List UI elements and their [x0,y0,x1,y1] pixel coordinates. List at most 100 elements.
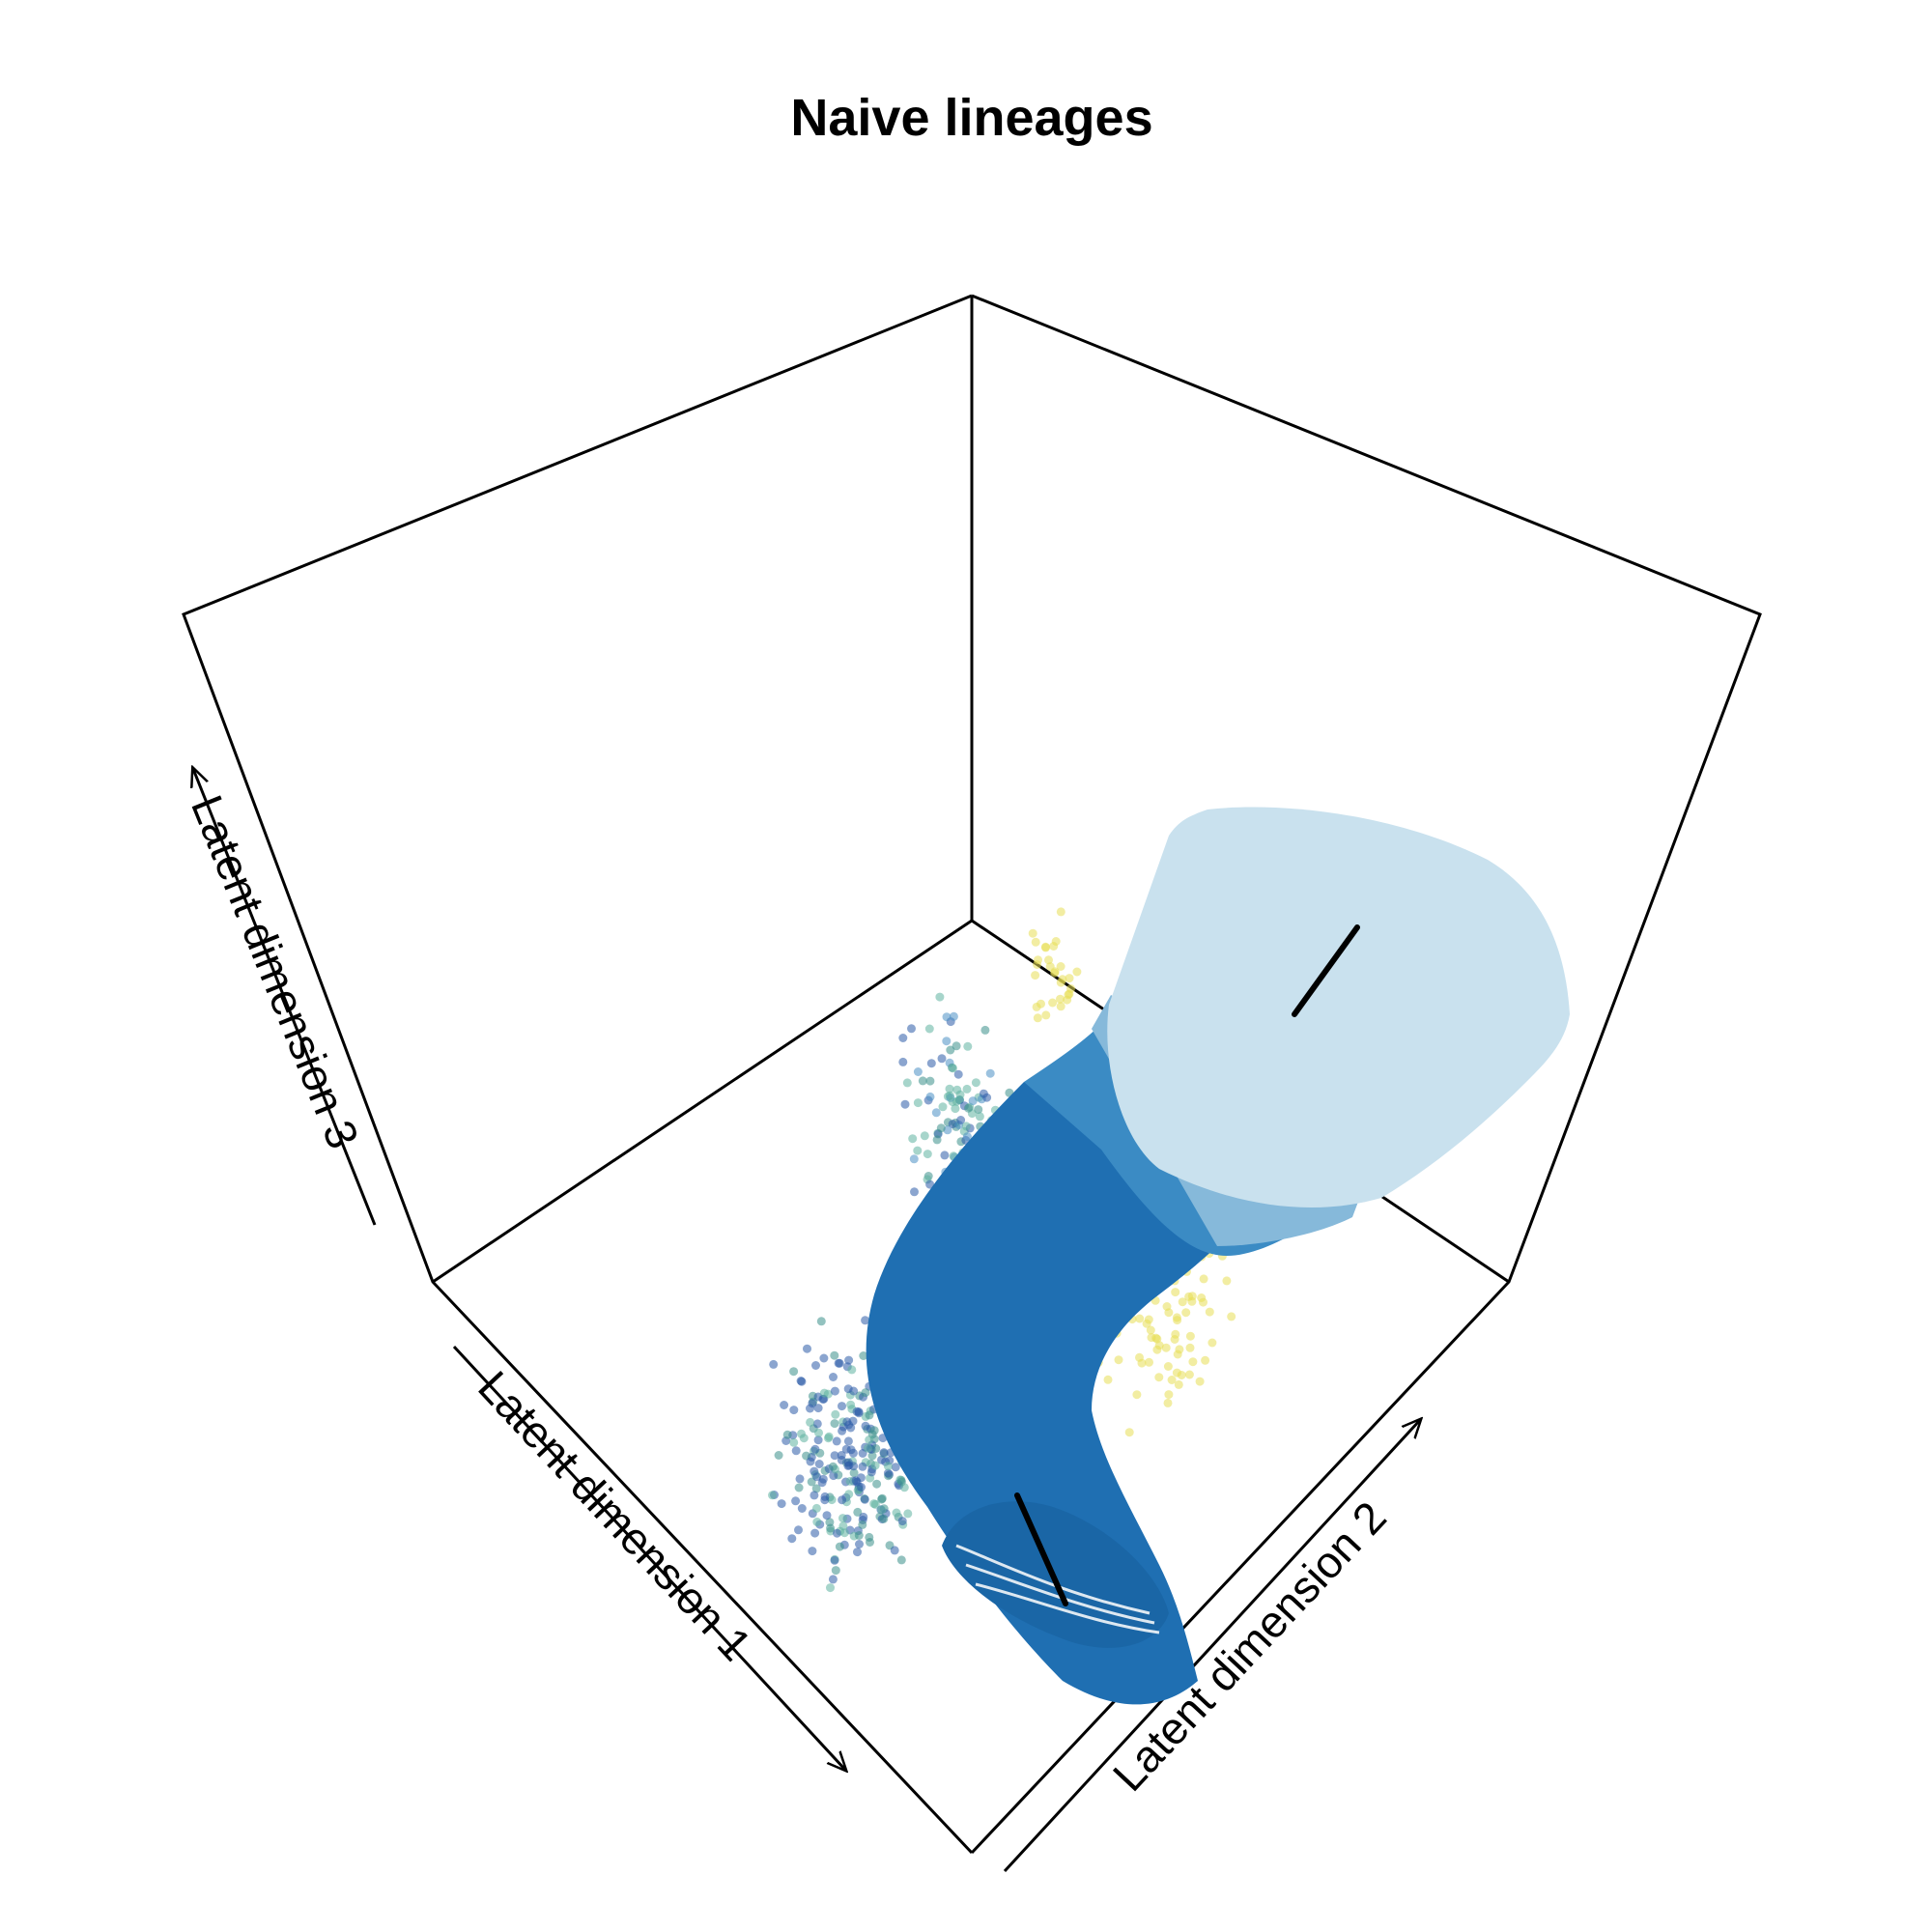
scatter-point [968,1096,978,1106]
scatter-point [1048,998,1058,1008]
scatter-point [918,1076,927,1086]
scatter-point [787,1534,797,1544]
scatter-point [830,1386,839,1396]
scatter-point [1181,1308,1191,1318]
scatter-point [857,1483,866,1492]
scatter-point [1146,1325,1155,1335]
scatter-point [830,1451,839,1461]
scatter-point [791,1446,801,1456]
scatter-point [769,1359,779,1369]
scatter-point [1177,1371,1186,1379]
scatter-point [902,1078,912,1088]
scatter-point [924,1024,934,1034]
scatter-point [1171,1288,1180,1297]
scatter-point [964,1103,973,1113]
scatter-point [838,1495,847,1505]
scatter-point [1185,1331,1195,1341]
scatter-point [825,1518,835,1527]
scatter-point [1135,1314,1145,1323]
scatter-point [848,1448,858,1458]
scatter-point [789,1367,799,1377]
scatter-point [1147,1333,1156,1343]
scatter-point [1184,1370,1194,1379]
scatter-point [844,1355,854,1365]
scatter-point [838,1402,846,1411]
scatter-point [794,1483,804,1492]
axis-arrow-dim3 [193,769,377,1226]
scatter-point [828,1462,838,1471]
scatter-point [774,1451,783,1460]
axis-label-dim1: Latent dimension 1 [469,1361,761,1670]
scatter-point [937,1054,947,1064]
scatter-point [865,1410,874,1420]
scatter-point [858,1520,867,1529]
scatter-point [831,1566,840,1576]
scatter-point [903,1509,913,1519]
scatter-point [940,1151,950,1160]
scatter-point [1222,1276,1232,1286]
scatter-point [985,1068,995,1078]
scatter-point [847,1365,857,1375]
lineage-tube [866,807,1570,1705]
scatter-point [826,1583,835,1593]
scatter-point [913,1067,923,1076]
scatter-point [1034,955,1042,965]
scatter-point [1195,1377,1205,1386]
scatter-point [812,1518,822,1526]
scatter-point [925,1179,935,1189]
scatter-point [871,1444,881,1453]
scatter-point [1056,1002,1065,1011]
scatter-point [938,1102,948,1112]
scatter-point [854,1408,864,1418]
scatter-point [789,1437,799,1447]
scatter-point [891,1463,900,1472]
scatter-point [908,1134,918,1144]
scatter-point [806,1417,815,1427]
scatter-point [791,1496,801,1506]
scatter-point [931,1108,941,1118]
scatter-point [877,1505,887,1515]
scatter-point [828,1575,838,1584]
scatter-point [1171,1329,1180,1339]
scatter-point [858,1462,867,1471]
scatter-point [838,1521,848,1531]
axis-arrows [193,769,1420,1873]
scatter-point [1114,1355,1123,1365]
scatter-point [1174,1379,1183,1389]
scatter-point [1103,1375,1113,1384]
scatter-point [814,1428,823,1437]
axis-arrow-dim2 [1003,1420,1420,1873]
scatter-point [822,1511,832,1520]
tube-highlights [955,1544,1160,1634]
scatter-point [1031,937,1040,947]
scatter-point [900,1099,910,1109]
scatter-point [866,1538,874,1547]
scatter-point [952,1085,962,1094]
scatter-point [827,1495,837,1505]
scatter-point [909,1154,919,1164]
scatter-point [890,1546,899,1555]
scatter-point [898,1057,908,1066]
scatter-point [942,1012,952,1022]
scatter-point [1172,1313,1181,1322]
scatter-point [1163,1398,1173,1407]
scatter-point [1162,1302,1172,1311]
scatter-point [952,1041,961,1051]
scatter-point [963,1041,973,1051]
scatter-point [883,1462,893,1471]
scatter-point [975,1112,984,1122]
scatter-point [1056,978,1065,987]
scatter-point [925,1092,935,1101]
scatter-point [811,1484,821,1493]
scatter-point [849,1386,859,1396]
scatter-point [925,1076,935,1086]
scatter-point [1132,1390,1142,1400]
chart-title: Naive lineages [790,89,1152,147]
scatter-point [951,1104,960,1114]
scatter-point [1056,962,1065,971]
scatter-point [1124,1428,1134,1437]
scatter-point [942,1037,952,1046]
scatter-point [1154,1373,1164,1382]
scatter-point [810,1466,819,1476]
